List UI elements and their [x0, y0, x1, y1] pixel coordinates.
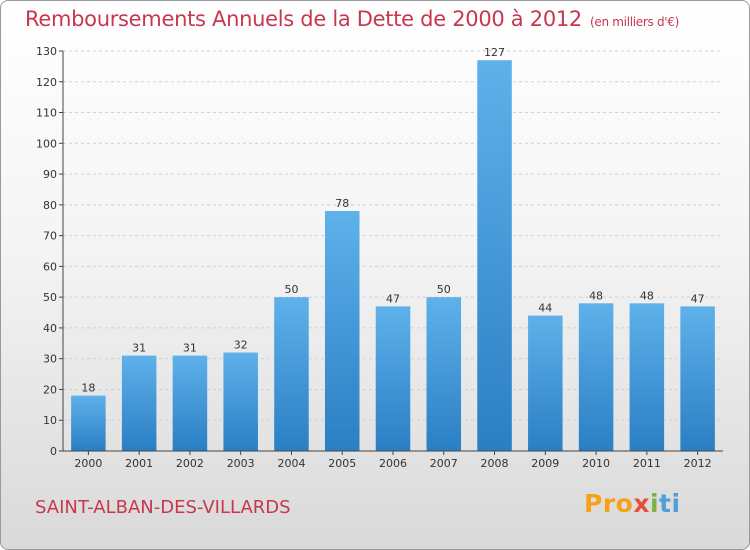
x-tick-label-2000: 2000: [74, 457, 102, 470]
bar-2000: [71, 395, 106, 451]
y-tick-label: 70: [43, 230, 57, 243]
chart-title-text: Remboursements Annuels de la Dette de 20…: [25, 7, 582, 31]
value-label-2004: 50: [284, 283, 298, 296]
y-tick-label: 110: [36, 107, 57, 120]
x-tick-label-2005: 2005: [328, 457, 356, 470]
x-tick-label-2003: 2003: [227, 457, 255, 470]
bar-2008: [477, 60, 512, 451]
value-label-2007: 50: [437, 283, 451, 296]
logo-part-4: ti: [659, 489, 681, 518]
value-label-2001: 31: [132, 342, 146, 355]
bar-2010: [578, 303, 614, 451]
value-label-2003: 32: [234, 339, 248, 352]
y-tick-label: 0: [50, 445, 57, 458]
value-label-2000: 18: [81, 382, 95, 395]
value-label-2006: 47: [386, 292, 400, 305]
bar-2002: [172, 355, 208, 451]
y-tick-label: 100: [36, 137, 57, 150]
value-labels: 18 31 31 32 50 78 47 50 127 44 48 48 47: [81, 46, 704, 394]
x-tick-label-2004: 2004: [277, 457, 305, 470]
x-tick-label-2012: 2012: [684, 457, 712, 470]
x-tick-label-2011: 2011: [633, 457, 661, 470]
x-tick-label-2008: 2008: [481, 457, 509, 470]
y-tick-label: 90: [43, 168, 57, 181]
bar-2012: [680, 306, 715, 451]
logo-part-3: i: [649, 489, 660, 518]
bars: [71, 60, 715, 451]
y-tick-label: 20: [43, 383, 57, 396]
y-tick-label: 80: [43, 199, 57, 212]
bar-2009: [528, 315, 563, 451]
commune-name: SAINT-ALBAN-DES-VILLARDS: [35, 497, 291, 518]
logo-part-2: x: [633, 489, 650, 518]
chart-title: Remboursements Annuels de la Dette de 20…: [25, 7, 679, 31]
value-label-2002: 31: [183, 342, 197, 355]
bar-2001: [121, 355, 157, 451]
value-label-2012: 47: [691, 292, 705, 305]
proxiti-logo: Proxiti: [584, 489, 681, 518]
bar-2011: [629, 303, 665, 451]
x-axis-ticks: 2000 2001 2002 2003 2004 2005 2006 2007 2008 2009…: [74, 451, 712, 470]
y-tick-label: 130: [36, 45, 57, 58]
x-tick-label-2002: 2002: [176, 457, 204, 470]
x-tick-label-2006: 2006: [379, 457, 407, 470]
y-tick-label: 60: [43, 260, 57, 273]
y-axis-ticks: 0 10 20 30 40 50 60 70 80 90 100 110 120 130: [36, 45, 63, 458]
x-tick-label-2007: 2007: [430, 457, 458, 470]
y-tick-label: 10: [43, 414, 57, 427]
bar-2003: [223, 352, 258, 451]
x-tick-label-2010: 2010: [582, 457, 610, 470]
x-tick-label-2009: 2009: [531, 457, 559, 470]
chart-title-unit: (en milliers d'€): [590, 15, 680, 29]
y-tick-label: 40: [43, 322, 57, 335]
bar-2004: [274, 297, 309, 451]
bar-2005: [324, 211, 360, 451]
y-tick-label: 50: [43, 291, 57, 304]
logo-part-1: Pro: [584, 489, 634, 518]
x-tick-label-2001: 2001: [125, 457, 153, 470]
value-label-2008: 127: [484, 46, 505, 59]
y-tick-label: 120: [36, 76, 57, 89]
value-label-2005: 78: [335, 197, 349, 210]
value-label-2009: 44: [538, 302, 552, 315]
value-label-2010: 48: [589, 289, 603, 302]
bar-2007: [426, 297, 462, 451]
value-label-2011: 48: [640, 289, 654, 302]
y-tick-label: 30: [43, 353, 57, 366]
bar-2006: [375, 306, 411, 451]
